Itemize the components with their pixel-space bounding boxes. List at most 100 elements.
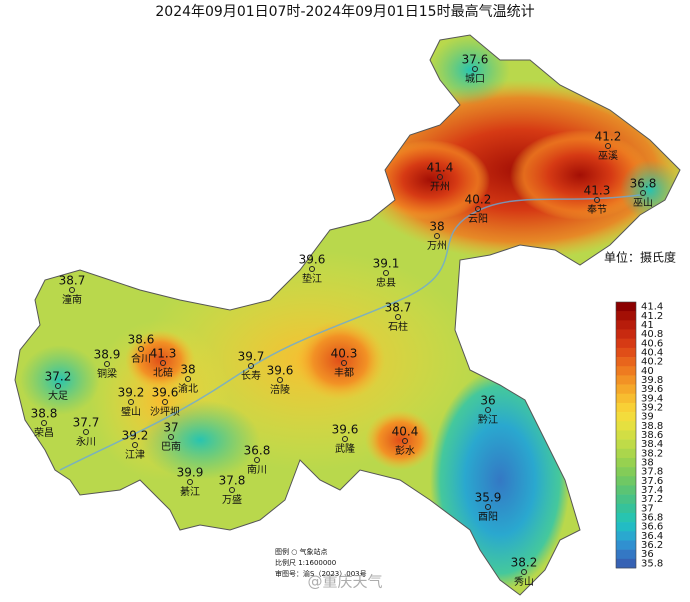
title: 2024年09月01日07时-2024年09月01日15时最高气温统计 xyxy=(155,3,534,20)
legend-unit: 单位：摄氏度 xyxy=(604,250,676,265)
station-name: 荣昌 xyxy=(34,427,54,439)
station-marker xyxy=(254,457,260,463)
legend-swatch xyxy=(616,512,636,523)
station-marker xyxy=(594,197,600,203)
station-marker xyxy=(485,407,491,413)
station-value: 38.8 xyxy=(31,407,58,421)
station-name: 长寿 xyxy=(241,369,261,382)
legend-swatch xyxy=(616,320,636,330)
station-marker xyxy=(187,479,193,485)
station-value: 41.4 xyxy=(427,161,454,175)
station-marker xyxy=(402,438,408,444)
legend-swatch xyxy=(616,522,636,532)
station-marker xyxy=(69,287,75,293)
legend-swatch xyxy=(616,302,636,312)
legend-tick-label: 36.2 xyxy=(641,540,663,551)
station-marker xyxy=(229,487,235,493)
station-name: 城口 xyxy=(465,73,485,85)
station-marker xyxy=(277,377,283,383)
legend-swatch xyxy=(616,338,636,349)
legend-tick-label: 37 xyxy=(641,503,654,514)
station-value: 40.4 xyxy=(392,425,419,439)
legend-tick-label: 38.2 xyxy=(641,448,663,459)
legend-tick-label: 36.8 xyxy=(641,513,663,524)
legend-tick-label: 40.2 xyxy=(641,357,663,368)
legend-swatch xyxy=(616,384,636,395)
station-value: 35.9 xyxy=(475,491,502,505)
station-name: 涪陵 xyxy=(270,383,290,396)
station-value: 39.1 xyxy=(373,257,400,271)
station-marker xyxy=(437,174,443,180)
legend-tick-label: 40.8 xyxy=(641,329,663,340)
station-name: 武隆 xyxy=(335,442,355,455)
legend-tick-label: 38 xyxy=(641,458,654,469)
station-name: 彭水 xyxy=(395,444,415,457)
station-name: 江津 xyxy=(125,449,145,461)
legend-swatch xyxy=(616,393,636,404)
station-marker xyxy=(162,399,168,405)
station-value: 39.9 xyxy=(177,466,204,480)
station-value: 39.7 xyxy=(238,350,265,364)
station-name: 秀山 xyxy=(514,576,534,588)
station-name: 云阳 xyxy=(468,213,488,225)
legend-swatch xyxy=(616,448,636,459)
station-name: 忠县 xyxy=(376,277,396,289)
map-legend-approval: 审图号：渝S（2023）003号 xyxy=(275,569,367,578)
station-value: 38 xyxy=(180,363,195,377)
station-value: 36.8 xyxy=(244,444,271,458)
station-value: 40.2 xyxy=(465,193,492,207)
station-value: 41.2 xyxy=(595,130,622,144)
station-value: 40.3 xyxy=(331,347,358,361)
legend-tick-label: 37.4 xyxy=(641,485,663,496)
station-name: 黔江 xyxy=(478,413,498,426)
legend-swatch xyxy=(616,494,636,505)
station-marker xyxy=(395,314,401,320)
station-name: 合川 xyxy=(131,352,151,365)
station-value: 41.3 xyxy=(584,184,611,198)
legend-tick-label: 39.6 xyxy=(641,384,663,395)
station-marker xyxy=(248,363,254,369)
station-name: 大足 xyxy=(48,389,68,402)
legend-swatch xyxy=(616,457,636,468)
legend-tick-label: 39.2 xyxy=(641,402,663,413)
legend-tick-label: 40.6 xyxy=(641,338,663,349)
legend-swatch xyxy=(616,503,636,514)
legend-swatch xyxy=(616,549,636,560)
station-name: 丰都 xyxy=(334,366,354,379)
legend-tick-label: 39.4 xyxy=(641,393,663,404)
legend-frame xyxy=(615,301,637,569)
legend-tick-label: 35.8 xyxy=(641,558,663,569)
station-value: 36.8 xyxy=(630,177,657,191)
station-name: 开州 xyxy=(430,181,450,193)
station-value: 38.2 xyxy=(511,556,538,570)
map-legend-symbol: 图例 ○ 气象站点 xyxy=(275,547,328,556)
station-marker xyxy=(341,360,347,366)
station-marker xyxy=(41,420,47,426)
station-value: 37.8 xyxy=(219,474,246,488)
legend-tick-label: 37.8 xyxy=(641,467,663,478)
station-marker xyxy=(521,569,527,575)
legend-tick-label: 40 xyxy=(641,366,654,377)
legend-swatch xyxy=(616,531,636,541)
legend-tick-label: 36.6 xyxy=(641,522,663,533)
station-value: 39.6 xyxy=(332,423,359,437)
station-value: 39.2 xyxy=(118,386,145,400)
station-value: 39.6 xyxy=(152,386,179,400)
legend-swatch xyxy=(616,485,636,495)
station-name: 酉阳 xyxy=(478,511,498,523)
legend-swatch xyxy=(616,467,636,477)
legend-tick-label: 36 xyxy=(641,549,654,560)
watermark: @重庆天气 xyxy=(307,573,382,591)
legend-swatch xyxy=(616,412,636,422)
station-value: 38.7 xyxy=(385,301,412,315)
legend-tick-label: 39.8 xyxy=(641,375,663,386)
station-name: 巫山 xyxy=(633,197,653,209)
station-value: 38.6 xyxy=(128,333,155,347)
station-name: 渝北 xyxy=(178,382,198,395)
station-name: 巫溪 xyxy=(598,150,618,162)
legend-swatch xyxy=(616,540,636,550)
station-value: 38.9 xyxy=(94,348,121,362)
station-marker xyxy=(342,436,348,442)
station-value: 41.3 xyxy=(150,347,177,361)
legend-tick-label: 38.6 xyxy=(641,430,663,441)
